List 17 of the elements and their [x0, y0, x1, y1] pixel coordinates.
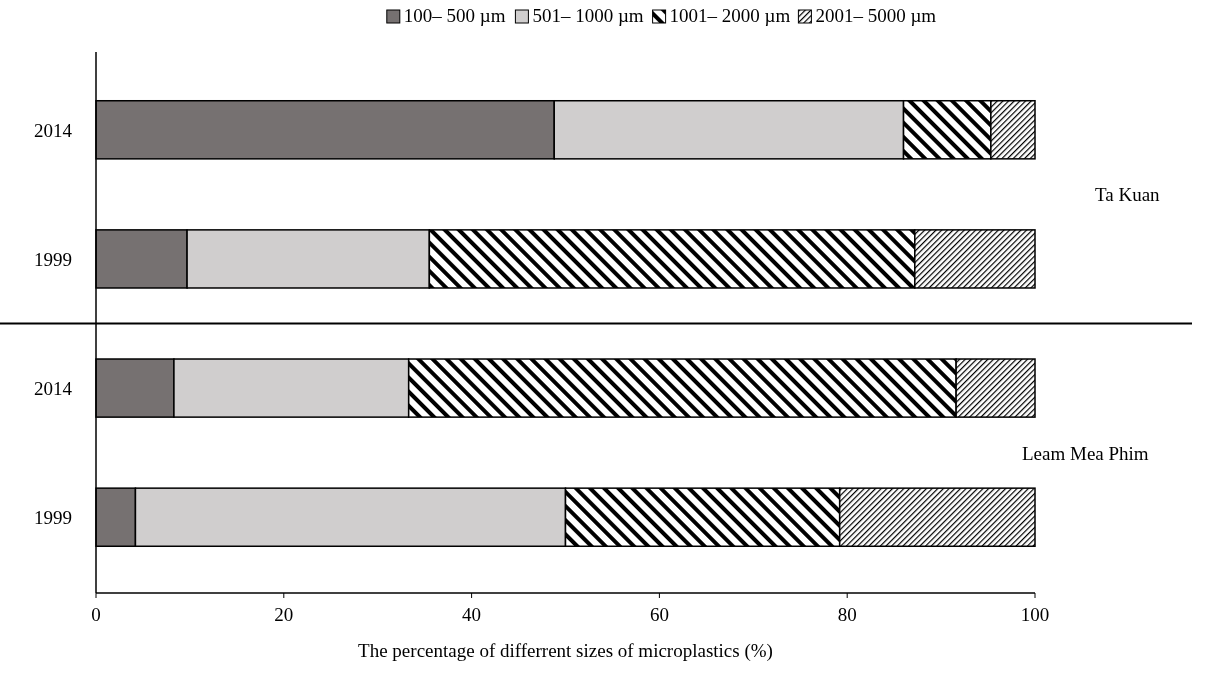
- y-tick-label: 2014: [34, 119, 73, 141]
- annotation: Leam Mea Phim: [1022, 442, 1149, 464]
- legend-label: 100– 500 µm: [403, 5, 506, 26]
- y-tick-label: 1999: [34, 248, 72, 270]
- x-axis-title: The percentage of differrent sizes of microplastics (%): [358, 640, 773, 662]
- legend-label: 501– 1000 µm: [532, 5, 644, 26]
- legend-label: 1001– 2000 µm: [669, 5, 791, 26]
- x-tick-label: 0: [91, 604, 101, 625]
- x-tick-label: 100: [1020, 604, 1050, 625]
- x-tick-label: 60: [649, 604, 669, 625]
- y-tick-label: 1999: [34, 507, 72, 529]
- text: Ta Kuan: [1095, 184, 1161, 206]
- y-tick-label: 2014: [34, 378, 73, 400]
- x-tick-label: 80: [837, 604, 857, 625]
- legend-label: 2001– 5000 µm: [815, 5, 937, 26]
- x-tick-label: 40: [462, 604, 482, 625]
- x-tick-label: 20: [274, 604, 294, 625]
